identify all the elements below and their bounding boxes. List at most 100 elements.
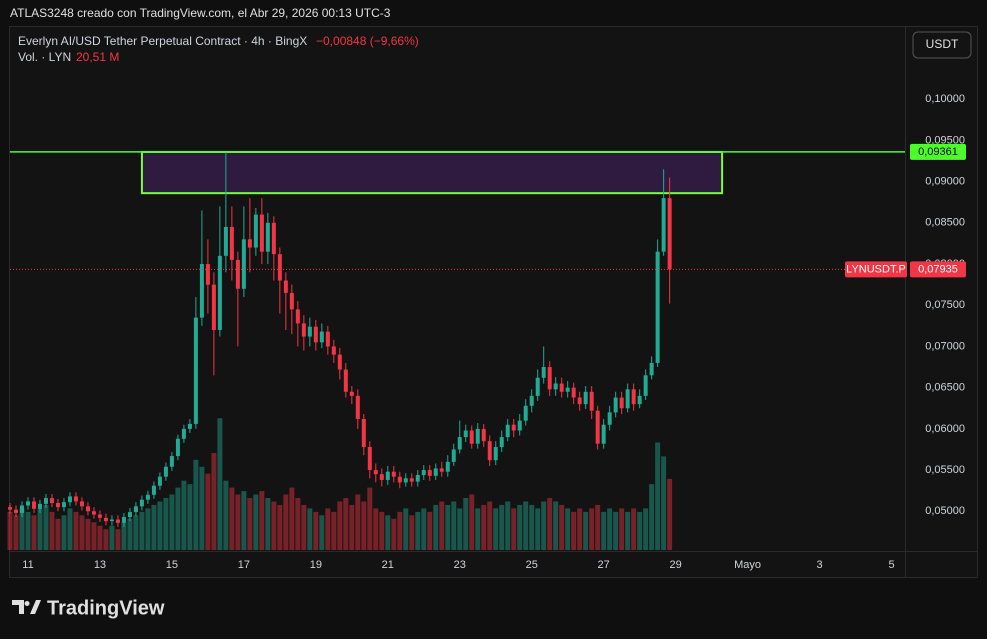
candle-body — [145, 494, 150, 500]
candle-body — [121, 517, 126, 523]
candle-body — [451, 449, 456, 462]
candle-body — [547, 367, 552, 390]
volume-bar — [595, 504, 601, 550]
last-price-name: LYNUSDT.P — [846, 263, 906, 275]
candle-body — [625, 389, 630, 409]
volume-bar — [289, 487, 295, 550]
volume-bar — [529, 504, 535, 550]
candle-body — [49, 498, 54, 504]
volume-bar — [91, 522, 97, 550]
volume-value: 20,51 M — [76, 50, 119, 64]
candle-body — [505, 424, 510, 438]
volume-bar — [589, 508, 595, 550]
y-tick-label: 0,06000 — [925, 423, 965, 435]
volume-bar — [235, 494, 241, 550]
volume-bar — [145, 508, 151, 550]
candle-body — [73, 496, 78, 502]
volume-bar — [271, 501, 277, 550]
volume-bar — [361, 501, 367, 550]
volume-bar — [511, 508, 517, 550]
last-price-label-box — [910, 261, 966, 278]
candle-body — [337, 354, 342, 370]
candle-body — [439, 468, 444, 472]
currency-label[interactable]: USDT — [926, 37, 959, 51]
candle-body — [43, 498, 48, 504]
volume-bar — [157, 501, 163, 550]
candle-body — [565, 387, 570, 392]
candle-body — [373, 470, 378, 475]
volume-bar — [463, 498, 469, 550]
volume-bar — [607, 508, 613, 550]
candle-body — [541, 367, 546, 378]
volume-bar — [433, 504, 439, 550]
candle-body — [169, 456, 174, 467]
candle-body — [649, 362, 654, 376]
currency-button[interactable] — [912, 31, 972, 59]
volume-bar — [613, 511, 619, 550]
volume-bar — [103, 529, 109, 550]
candle-body — [229, 226, 234, 260]
volume-bar — [325, 508, 331, 550]
volume-bar — [379, 511, 385, 550]
candle-body — [487, 441, 492, 461]
candle-body — [109, 519, 114, 522]
candle-body — [361, 418, 366, 447]
candle-body — [91, 511, 96, 515]
candle-body — [595, 410, 600, 444]
volume-bar — [499, 504, 505, 550]
candle-body — [553, 383, 558, 390]
candle-body — [367, 446, 372, 471]
last-price-name-box — [845, 261, 907, 278]
y-tick-label: 0,10000 — [925, 93, 965, 105]
candle-body — [289, 292, 294, 310]
candle-body — [583, 391, 588, 405]
candle-body — [8, 507, 12, 510]
volume-bar — [115, 529, 121, 550]
candle-body — [469, 430, 474, 444]
x-tick-label: 11 — [22, 559, 33, 571]
candle-body — [517, 420, 522, 431]
volume-bar — [565, 508, 571, 550]
candle-body — [133, 506, 138, 513]
chart-frame — [9, 26, 978, 578]
candle-body — [535, 377, 540, 396]
volume-bar — [37, 508, 43, 550]
logo-text: TradingView — [47, 597, 165, 619]
volume-bar — [625, 511, 631, 550]
volume-bar — [541, 501, 547, 550]
candle-body — [283, 280, 288, 293]
volume-bar — [85, 518, 91, 550]
candle-body — [187, 423, 192, 429]
volume-bar — [403, 508, 409, 550]
symbol-title: Everlyn AI/USD Tether Perpetual Contract… — [18, 34, 307, 48]
candle-body — [247, 239, 252, 248]
candle-body — [37, 503, 42, 509]
logo-mark — [12, 600, 41, 614]
volume-bar — [49, 511, 55, 550]
candle-body — [457, 437, 462, 450]
x-tick-label: 19 — [310, 559, 322, 571]
x-tick-label: 29 — [670, 559, 682, 571]
y-tick-label: 0,07000 — [925, 340, 965, 352]
volume-bar — [619, 508, 625, 550]
candle-body — [253, 214, 258, 248]
candle-body — [217, 255, 222, 330]
candle-body — [265, 222, 270, 252]
volume-bar — [355, 494, 361, 550]
candle-body — [601, 424, 606, 444]
candle-body — [493, 446, 498, 461]
candle-body — [427, 470, 432, 476]
volume-bar — [601, 511, 607, 550]
volume-bar — [343, 498, 349, 550]
volume-bar — [31, 515, 37, 550]
candle-body — [613, 397, 618, 413]
y-tick-label: 0,05500 — [925, 464, 965, 476]
volume-bar — [421, 508, 427, 550]
volume-bar — [205, 473, 211, 550]
volume-bar — [175, 487, 181, 550]
candle-body — [97, 514, 102, 518]
candle-body — [481, 428, 486, 442]
candle-body — [325, 331, 330, 347]
volume-bar — [649, 484, 655, 550]
volume-bar — [127, 518, 133, 550]
